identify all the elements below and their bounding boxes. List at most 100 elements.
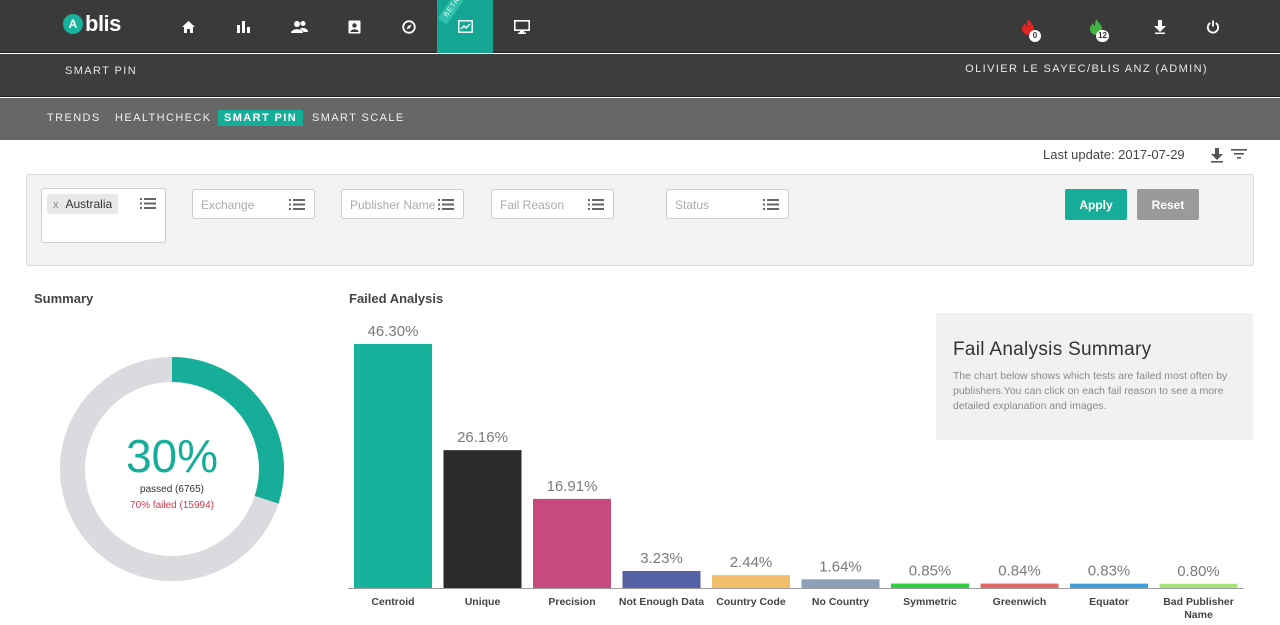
download-button[interactable]: [1210, 147, 1226, 163]
bar-value-label: 16.91%: [547, 478, 598, 495]
fail-reason-filter[interactable]: Fail Reason: [491, 189, 614, 219]
page-header: SMART PIN OLIVIER LE SAYEC/BLIS ANZ (ADM…: [0, 54, 1280, 97]
bar-value-label: 2.44%: [730, 554, 773, 571]
page-title: SMART PIN: [65, 65, 138, 77]
red-alert-button[interactable]: 0: [1013, 12, 1043, 42]
nav-users[interactable]: [271, 0, 327, 53]
failed-analysis-chart: 46.30% Centroid 26.16% Unique 16.91% Precisio…: [348, 323, 1243, 621]
nav-beta-trends[interactable]: BETA: [437, 0, 493, 53]
info-title: Fail Analysis Summary: [953, 339, 1152, 360]
publisher-placeholder: Publisher Name: [350, 198, 436, 212]
bar-value-label: 26.16%: [457, 429, 508, 446]
bar-greenwich[interactable]: [980, 583, 1059, 588]
passed-percent: 30%: [125, 430, 219, 482]
bar-value-label: 3.23%: [640, 550, 683, 567]
donut-center: 30% passed (6765) 70% failed (15994): [48, 345, 296, 593]
exchange-filter[interactable]: Exchange: [192, 189, 315, 219]
download-icon: [1211, 148, 1223, 163]
category-label[interactable]: Country Code: [716, 596, 786, 608]
fail-analysis-summary-box: Fail Analysis Summary The chart below sh…: [936, 313, 1253, 440]
bar-value-label: 0.80%: [1177, 563, 1220, 580]
fail-reason-placeholder: Fail Reason: [500, 198, 565, 212]
bar-unique[interactable]: [443, 450, 522, 588]
red-alert-badge: 0: [1029, 30, 1041, 42]
nav-display[interactable]: [494, 0, 550, 53]
tab-smart-pin[interactable]: SMART PIN: [218, 110, 304, 126]
category-label[interactable]: Unique: [465, 596, 501, 608]
bar-value-label: 0.84%: [998, 563, 1041, 580]
green-alert-button[interactable]: 12: [1081, 12, 1111, 42]
download-arrow-icon: [1154, 20, 1166, 34]
bar-country-code[interactable]: [712, 575, 790, 588]
bar-equator[interactable]: [1070, 583, 1148, 588]
category-label[interactable]: Greenwich: [993, 596, 1047, 608]
publisher-name-filter[interactable]: Publisher Name: [341, 189, 464, 219]
filter-toggle-button[interactable]: [1231, 147, 1247, 163]
tab-trends[interactable]: TRENDS: [47, 112, 101, 124]
category-label[interactable]: Precision: [548, 596, 595, 608]
tab-healthcheck[interactable]: HEALTHCHECK: [115, 112, 212, 124]
filter-icon: [1231, 149, 1247, 159]
bar-value-label: 1.64%: [819, 558, 862, 575]
list-icon[interactable]: [140, 197, 156, 210]
info-text: The chart below shows which tests are fa…: [953, 370, 1228, 412]
nav-home[interactable]: [160, 0, 216, 53]
tab-smart-scale[interactable]: SMART SCALE: [312, 112, 405, 124]
failed-count: 70% failed (15994): [130, 500, 214, 511]
bar-value-label: 0.85%: [909, 563, 952, 580]
apply-button[interactable]: Apply: [1065, 189, 1127, 220]
bar-no-country[interactable]: [801, 579, 880, 588]
power-button[interactable]: [1198, 12, 1228, 42]
summary-donut: 30% passed (6765) 70% failed (15994): [48, 345, 296, 593]
country-filter[interactable]: x Australia: [41, 188, 166, 243]
category-label[interactable]: Equator: [1089, 596, 1129, 608]
bar-chart-icon: [236, 21, 250, 33]
reset-button[interactable]: Reset: [1137, 189, 1199, 220]
donut-passed-segment[interactable]: [60, 357, 284, 581]
list-icon[interactable]: [763, 198, 779, 211]
category-label[interactable]: No Country: [812, 596, 869, 608]
green-alert-badge: 12: [1096, 30, 1109, 42]
blis-logo[interactable]: A blis: [63, 11, 121, 37]
bar-symmetric[interactable]: [891, 583, 969, 588]
bar-not-enough-data[interactable]: [622, 570, 701, 588]
home-icon: [181, 20, 195, 33]
nav-analytics[interactable]: [215, 0, 271, 53]
status-placeholder: Status: [675, 198, 710, 212]
summary-title: Summary: [34, 291, 94, 306]
users-icon: [290, 21, 308, 33]
exchange-placeholder: Exchange: [201, 198, 255, 212]
monitor-icon: [514, 19, 530, 34]
tab-bar: TRENDS HEALTHCHECK SMART PIN SMART SCALE: [0, 98, 1280, 140]
donut-chart: [60, 357, 284, 581]
contact-card-icon: [348, 20, 360, 33]
status-filter[interactable]: Status: [666, 189, 789, 219]
bar-precision[interactable]: [533, 498, 611, 588]
filter-panel: x Australia Exchange Publisher Name Fail …: [26, 174, 1254, 266]
power-icon: [1206, 20, 1220, 34]
download-nav-button[interactable]: [1145, 12, 1175, 42]
nav-contacts[interactable]: [326, 0, 382, 53]
trend-chart-icon: [457, 20, 473, 33]
list-icon[interactable]: [588, 198, 604, 211]
bar-centroid[interactable]: [354, 344, 432, 588]
compass-icon: [402, 19, 416, 34]
country-chip-label: Australia: [65, 197, 113, 211]
category-label[interactable]: Not Enough Data: [619, 596, 704, 608]
logo-mark-icon: A: [63, 14, 83, 34]
category-label[interactable]: Bad Publisher Name: [1163, 596, 1234, 621]
list-icon[interactable]: [438, 198, 454, 211]
category-label[interactable]: Symmetric: [903, 596, 957, 608]
nav-explore[interactable]: [381, 0, 437, 53]
bar-value-label: 46.30%: [368, 323, 419, 340]
logo-text: blis: [85, 11, 121, 36]
bar-bad-publisher-name[interactable]: [1159, 583, 1238, 588]
bar-value-label: 0.83%: [1088, 563, 1131, 580]
category-label[interactable]: Centroid: [371, 596, 414, 608]
user-account[interactable]: OLIVIER LE SAYEC/BLIS ANZ (ADMIN): [965, 63, 1208, 75]
chip-remove-icon[interactable]: x: [53, 199, 59, 211]
last-update-text: Last update: 2017-07-29: [1043, 147, 1185, 162]
list-icon[interactable]: [289, 198, 305, 211]
country-chip[interactable]: x Australia: [47, 194, 119, 214]
top-navbar: A blis BETA 0 12: [0, 0, 1280, 53]
